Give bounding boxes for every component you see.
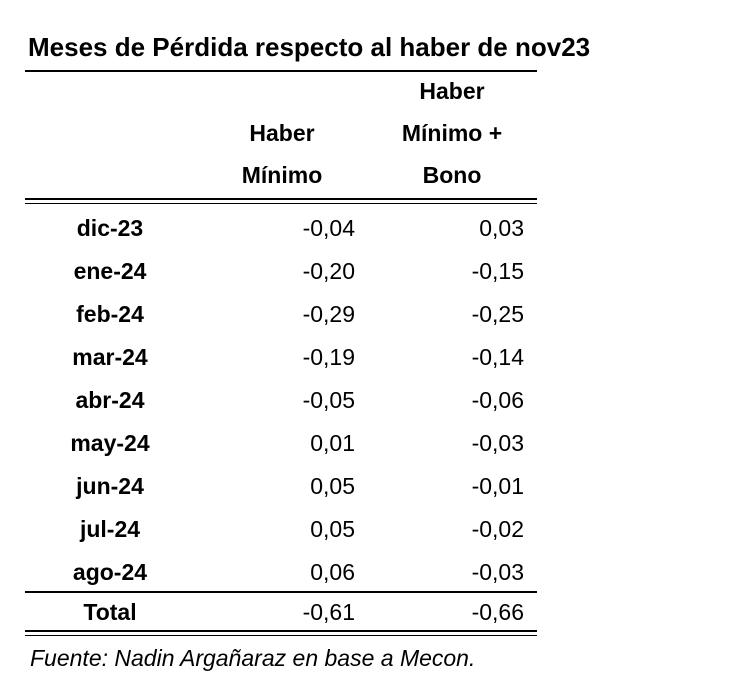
row-label: jun-24 xyxy=(76,473,144,499)
row-value: 0,05 xyxy=(310,516,355,542)
rule xyxy=(25,198,537,200)
row-label: ene-24 xyxy=(73,258,147,284)
column-header: Haber Mínimo xyxy=(241,120,323,188)
row-label: jul-24 xyxy=(79,516,141,542)
rule xyxy=(25,203,537,204)
rule xyxy=(25,70,537,72)
row-label: may-24 xyxy=(70,430,150,456)
row-value: -0,05 xyxy=(302,387,355,413)
row-value: -0,06 xyxy=(471,387,524,413)
row-value: 0,05 xyxy=(310,473,355,499)
table-title: Meses de Pérdida respecto al haber de no… xyxy=(28,32,591,62)
row-label: feb-24 xyxy=(76,301,144,327)
rule xyxy=(25,630,537,632)
row-value: -0,03 xyxy=(471,430,524,456)
rule xyxy=(25,635,537,636)
row-value: -0,25 xyxy=(471,301,524,327)
rule xyxy=(25,591,537,593)
row-value: 0,06 xyxy=(310,559,355,585)
total-value: -0,66 xyxy=(471,599,524,625)
row-value: -0,20 xyxy=(302,258,355,284)
row-label: dic-23 xyxy=(76,215,144,241)
row-value: -0,19 xyxy=(302,344,355,370)
row-value: -0,15 xyxy=(471,258,524,284)
row-value: -0,02 xyxy=(471,516,524,542)
row-value: -0,04 xyxy=(302,215,355,241)
total-value: -0,61 xyxy=(302,599,355,625)
row-value: 0,01 xyxy=(310,430,355,456)
row-value: -0,29 xyxy=(302,301,355,327)
row-value: -0,14 xyxy=(471,344,524,370)
column-header: Haber Mínimo + Bono xyxy=(401,78,503,188)
row-label: ago-24 xyxy=(72,559,148,585)
source-note: Fuente: Nadin Argañaraz en base a Mecon. xyxy=(30,645,476,671)
row-value: -0,01 xyxy=(471,473,524,499)
total-label: Total xyxy=(83,599,137,625)
row-label: abr-24 xyxy=(75,387,145,413)
row-label: mar-24 xyxy=(72,344,148,370)
row-value: -0,03 xyxy=(471,559,524,585)
row-value: 0,03 xyxy=(479,215,524,241)
